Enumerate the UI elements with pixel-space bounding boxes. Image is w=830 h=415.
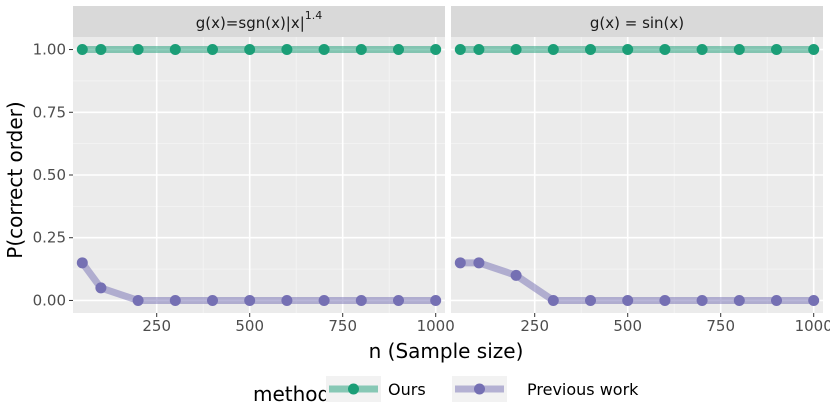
data-point [771,44,782,56]
x-axis-title: n (Sample size) [369,339,524,363]
data-point [585,294,596,306]
data-point [454,257,466,269]
data-point [696,44,708,56]
data-point [281,294,293,306]
data-point [244,294,256,306]
data-point [169,44,181,56]
data-point [510,269,522,281]
data-point [696,294,708,306]
data-point [281,44,293,56]
data-point [622,294,634,306]
y-tick-label: 0.25 [33,229,66,247]
facets-layer: g(x)=sgn(x)|x|1.4 250 500 750 1000 0.00 0.25 0.… [33,6,830,335]
facet-title-main: g(x) = sin(x) [590,14,684,32]
data-point [95,282,107,294]
data-point [473,257,485,269]
data-point [244,44,256,56]
facet-strip [73,6,445,37]
data-point [393,294,404,306]
legend-key-point [474,383,485,395]
x-tick-label: 750 [706,317,735,335]
data-point [95,44,107,56]
y-tick-label: 0.50 [33,166,66,184]
data-point [622,44,634,56]
data-point [430,294,442,306]
data-point [473,44,485,56]
facet-title: g(x)=sgn(x)|x|1.4 [196,9,323,32]
x-tick-label: 500 [613,317,642,335]
y-tick-label: 1.00 [33,41,66,59]
data-point [454,44,466,56]
x-tick-label: 1000 [417,317,455,335]
data-point [547,44,559,56]
legend-key-point [348,383,359,395]
data-point [207,294,218,306]
facet-strip [451,6,823,37]
facet-title-main: g(x)=sgn(x)|x| [196,14,305,32]
data-point [808,294,820,306]
facet-title-superscript: 1.4 [305,9,323,22]
data-point [318,294,330,306]
data-point [547,294,559,306]
data-point [355,44,367,56]
data-point [355,294,367,306]
facet-title: g(x) = sin(x) [590,14,684,32]
y-axis-title: P(correct order) [3,101,27,258]
x-tick-label: 750 [328,317,357,335]
data-point [808,44,820,56]
legend-entry-label: Previous work [527,380,639,399]
data-point [659,294,671,306]
x-tick-label: 250 [142,317,171,335]
data-point [132,294,144,306]
y-tick-label: 0.00 [33,291,66,309]
x-tick-label: 500 [235,317,264,335]
data-point [76,44,88,56]
data-point [733,44,745,56]
data-point [430,44,442,56]
data-point [585,44,596,56]
legend: methods Ours Previous work [253,376,639,406]
data-point [733,294,745,306]
data-point [169,294,181,306]
data-point [207,44,218,56]
legend-entry-label: Ours [388,380,426,399]
x-tick-label: 1000 [795,317,830,335]
data-point [771,294,782,306]
data-point [393,44,404,56]
data-point [132,44,144,56]
data-point [318,44,330,56]
data-point [659,44,671,56]
y-tick-label: 0.75 [33,103,66,121]
data-point [510,44,522,56]
x-tick-label: 250 [520,317,549,335]
data-point [76,257,88,269]
